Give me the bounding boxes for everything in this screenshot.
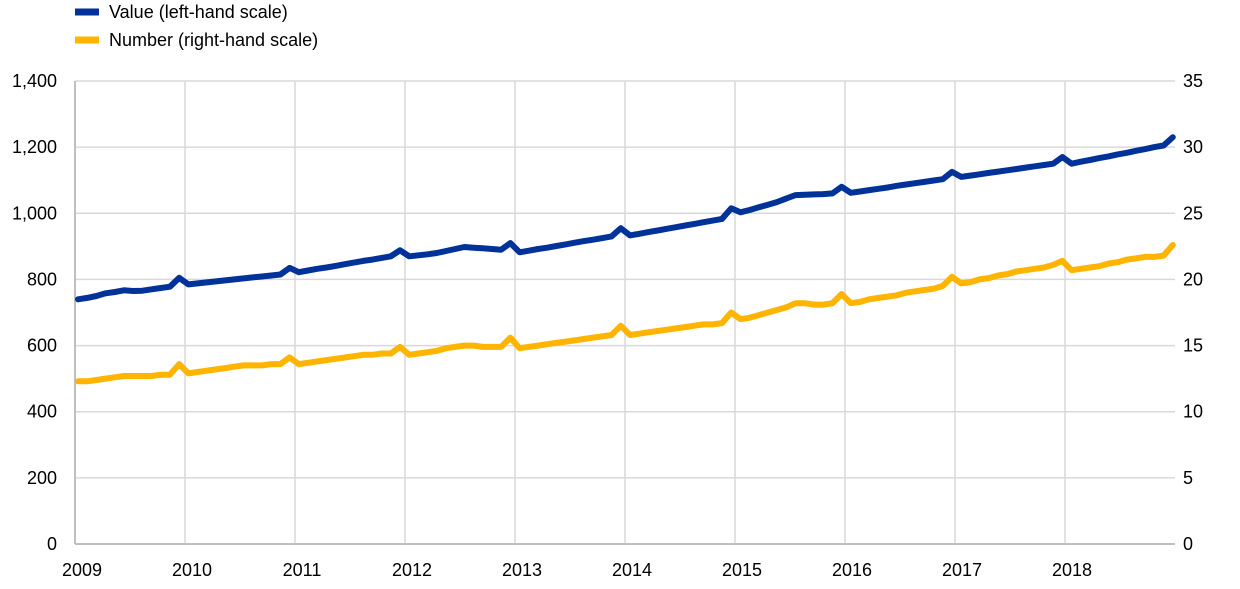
series-line-number bbox=[75, 242, 1176, 385]
y-left-tick-label: 0 bbox=[47, 534, 57, 554]
y-left-tick-label: 1,200 bbox=[12, 137, 57, 157]
y-left-tick-label: 800 bbox=[27, 269, 57, 289]
x-tick-label: 2011 bbox=[283, 560, 322, 580]
legend-label-value: Value (left-hand scale) bbox=[109, 2, 288, 22]
legend: Value (left-hand scale) Number (right-ha… bbox=[75, 2, 318, 50]
y-left-tick-label: 400 bbox=[27, 402, 57, 422]
y-right-tick-label: 10 bbox=[1183, 402, 1203, 422]
y-right-tick-label: 30 bbox=[1183, 137, 1203, 157]
y-left-tick-label: 1,000 bbox=[12, 203, 57, 223]
y-right-tick-label: 0 bbox=[1183, 534, 1193, 554]
legend-item-value: Value (left-hand scale) bbox=[75, 2, 288, 22]
legend-label-number: Number (right-hand scale) bbox=[109, 30, 318, 50]
x-tick-label: 2010 bbox=[172, 560, 212, 580]
series-line-value bbox=[75, 134, 1176, 303]
x-tick-label: 2015 bbox=[722, 560, 762, 580]
x-tick-label: 2017 bbox=[942, 560, 982, 580]
y-right-tick-label: 35 bbox=[1183, 71, 1203, 91]
y-left-tick-label: 1,400 bbox=[12, 71, 57, 91]
y-left-tick-label: 200 bbox=[27, 468, 57, 488]
x-tick-label: 2018 bbox=[1052, 560, 1092, 580]
x-tick-label: 2014 bbox=[612, 560, 652, 580]
y-right-tick-label: 20 bbox=[1183, 269, 1203, 289]
y-left-tick-label: 600 bbox=[27, 336, 57, 356]
x-tick-label: 2013 bbox=[502, 560, 542, 580]
x-tick-label: 2009 bbox=[62, 560, 102, 580]
y-right-tick-label: 5 bbox=[1183, 468, 1193, 488]
x-tick-label: 2012 bbox=[392, 560, 432, 580]
y-right-tick-label: 25 bbox=[1183, 203, 1203, 223]
y-right-tick-label: 15 bbox=[1183, 336, 1203, 356]
axes: 0 200 400 600 800 1,000 1,200 1,400 0 5 10 15 20 25 30… bbox=[12, 71, 1203, 580]
series-lines bbox=[75, 134, 1176, 385]
x-tick-label: 2016 bbox=[832, 560, 872, 580]
legend-item-number: Number (right-hand scale) bbox=[75, 30, 318, 50]
gridlines bbox=[74, 80, 1175, 544]
